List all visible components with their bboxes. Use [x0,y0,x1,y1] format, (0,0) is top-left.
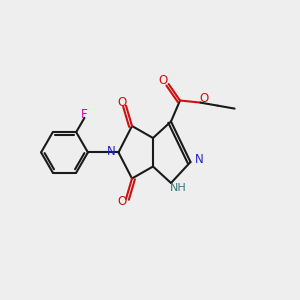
Text: NH: NH [170,183,187,194]
Text: O: O [200,92,208,105]
Text: N: N [194,153,203,166]
Text: N: N [106,145,116,158]
Text: F: F [81,108,88,121]
Text: O: O [118,195,127,208]
Text: O: O [118,96,127,109]
Text: O: O [159,74,168,88]
